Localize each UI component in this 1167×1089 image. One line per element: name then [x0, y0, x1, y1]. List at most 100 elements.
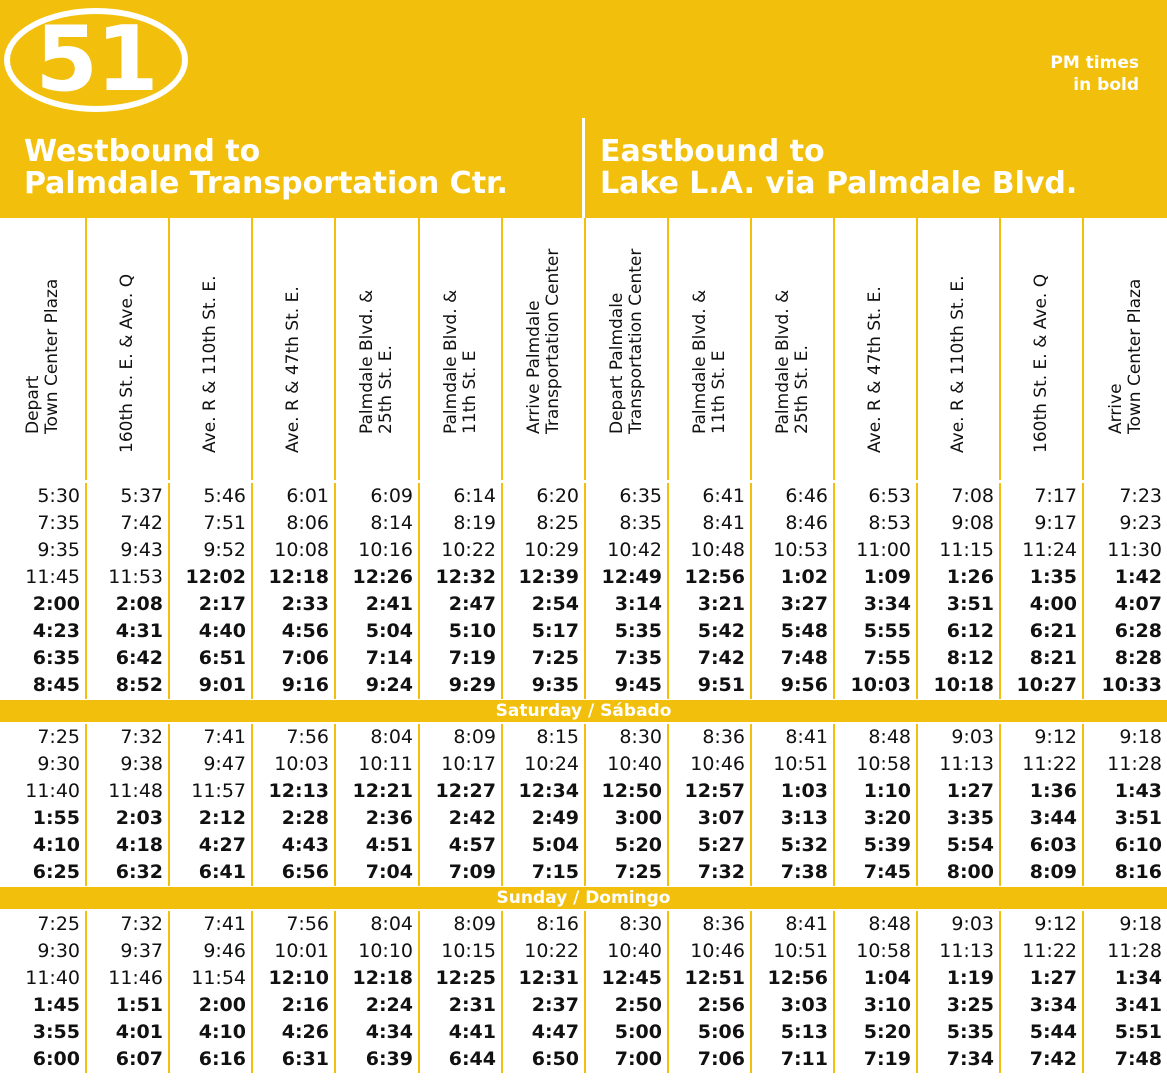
time-cell: 7:25: [37, 726, 80, 748]
time-cell: 4:01: [85, 1019, 168, 1046]
time-cell: 9:43: [85, 537, 168, 564]
time-cell: 10:48: [667, 537, 750, 564]
time-cell: 2:24: [334, 992, 418, 1019]
column-header-line: Palmdale Blvd. &: [440, 289, 461, 434]
time-cell: 7:00: [584, 1046, 667, 1073]
column-header-label: Ave. R & 47th St. E.: [865, 286, 885, 453]
schedule-row: 6:35 6:42 6:51 7:06 7:14 7:19 7:25 7:35 7:42 7:48…: [0, 645, 1167, 672]
time-cell: 3:51: [916, 591, 999, 618]
column-header-line: Arrive: [1105, 383, 1126, 434]
time-cell: 3:00: [584, 805, 667, 832]
time-cell: 12:39: [501, 564, 584, 591]
time-cell: 6:50: [501, 1046, 584, 1073]
schedule-row: 5:30 5:37 5:46 6:01 6:09 6:14 6:20 6:35 6:41 6:46…: [0, 483, 1167, 510]
column-header-line: 160th St. E. & Ave. Q: [117, 273, 137, 453]
time-cell: 9:47: [168, 751, 251, 778]
time-cell: 1:45: [32, 994, 80, 1016]
eastbound-heading: Eastbound to Lake L.A. via Palmdale Blvd…: [600, 136, 1077, 200]
time-cell: 4:51: [334, 832, 418, 859]
time-cell: 3:55: [32, 1021, 80, 1043]
route-number-badge: 51: [4, 8, 188, 112]
time-cell: 3:34: [999, 992, 1082, 1019]
time-cell: 2:33: [251, 591, 334, 618]
column-header-label: Arrive Town Center Plaza: [1105, 279, 1145, 434]
time-cell: 5:17: [501, 618, 584, 645]
column-header-line: Transportation Center: [625, 248, 646, 434]
time-cell: 8:36: [667, 724, 750, 751]
time-cell: 2:00: [168, 992, 251, 1019]
column-header: Depart Town Center Plaza: [0, 218, 85, 480]
column-header-line: Depart: [22, 375, 43, 434]
time-cell: 6:39: [334, 1046, 418, 1073]
time-cell: 4:56: [251, 618, 334, 645]
time-cell: 7:55: [833, 645, 916, 672]
time-cell: 6:42: [85, 645, 168, 672]
time-cell: 6:41: [667, 483, 750, 510]
column-header-label: Depart Palmdale Transportation Center: [607, 248, 646, 434]
time-cell: 9:01: [168, 672, 251, 699]
time-cell: 7:41: [168, 724, 251, 751]
time-cell: 6:25: [32, 861, 80, 883]
time-cell: 3:07: [667, 805, 750, 832]
time-cell: 6:56: [251, 859, 334, 886]
time-cell: 9:29: [418, 672, 501, 699]
column-header-line: Ave. R & 110th St. E.: [948, 275, 968, 453]
time-cell: 8:46: [750, 510, 833, 537]
time-cell: 10:51: [750, 938, 833, 965]
time-cell: 8:35: [584, 510, 667, 537]
time-cell: 2:00: [32, 593, 80, 615]
time-cell: 10:40: [584, 751, 667, 778]
time-cell: 12:18: [251, 564, 334, 591]
time-cell: 12:13: [251, 778, 334, 805]
schedule-row: 1:45 1:51 2:00 2:16 2:24 2:31 2:37 2:50 2:56 3:03…: [0, 992, 1167, 1019]
column-header-line: 160th St. E. & Ave. Q: [1031, 273, 1051, 453]
time-cell: 3:44: [999, 805, 1082, 832]
column-header-label: 160th St. E. & Ave. Q: [117, 273, 137, 453]
time-cell: 6:00: [32, 1048, 80, 1070]
column-header-label: Depart Town Center Plaza: [22, 279, 62, 434]
column-header: Depart Palmdale Transportation Center: [584, 218, 667, 480]
time-cell: 12:27: [418, 778, 501, 805]
time-cell: 12:31: [501, 965, 584, 992]
time-cell: 1:35: [999, 564, 1082, 591]
column-header-label: Ave. R & 110th St. E.: [200, 275, 220, 453]
time-cell: 1:02: [750, 564, 833, 591]
time-cell: 10:18: [916, 672, 999, 699]
time-cell: 10:11: [334, 751, 418, 778]
time-cell: 11:40: [25, 780, 80, 802]
time-cell: 11:53: [85, 564, 168, 591]
time-cell: 4:40: [168, 618, 251, 645]
column-header: 160th St. E. & Ave. Q: [999, 218, 1082, 480]
time-cell: 7:14: [334, 645, 418, 672]
time-cell: 2:41: [334, 591, 418, 618]
time-cell: 11:57: [168, 778, 251, 805]
time-cell: 8:12: [916, 645, 999, 672]
time-cell: 6:01: [251, 483, 334, 510]
time-cell: 7:35: [584, 645, 667, 672]
time-cell: 10:33: [1082, 672, 1167, 699]
column-header-line: 25th St. E.: [376, 345, 396, 434]
column-header: 160th St. E. & Ave. Q: [85, 218, 168, 480]
time-cell: 9:46: [168, 938, 251, 965]
time-cell: 2:42: [418, 805, 501, 832]
time-cell: 5:06: [667, 1019, 750, 1046]
time-cell: 8:19: [418, 510, 501, 537]
column-header-line: Transportation Center: [542, 248, 563, 434]
column-header-label: 160th St. E. & Ave. Q: [1031, 273, 1051, 453]
time-cell: 10:40: [584, 938, 667, 965]
column-header: Palmdale Blvd. & 11th St. E: [667, 218, 750, 480]
time-cell: 3:25: [916, 992, 999, 1019]
time-cell: 5:37: [85, 483, 168, 510]
time-cell: 5:35: [584, 618, 667, 645]
time-cell: 5:42: [667, 618, 750, 645]
time-cell: 7:11: [750, 1046, 833, 1073]
time-cell: 6:32: [85, 859, 168, 886]
time-cell: 5:20: [833, 1019, 916, 1046]
time-cell: 5:32: [750, 832, 833, 859]
time-cell: 7:51: [168, 510, 251, 537]
time-cell: 9:51: [667, 672, 750, 699]
column-header: Ave. R & 110th St. E.: [916, 218, 999, 480]
time-cell: 7:42: [999, 1046, 1082, 1073]
time-cell: 9:16: [251, 672, 334, 699]
column-header-line: Palmdale Blvd. &: [689, 289, 710, 434]
